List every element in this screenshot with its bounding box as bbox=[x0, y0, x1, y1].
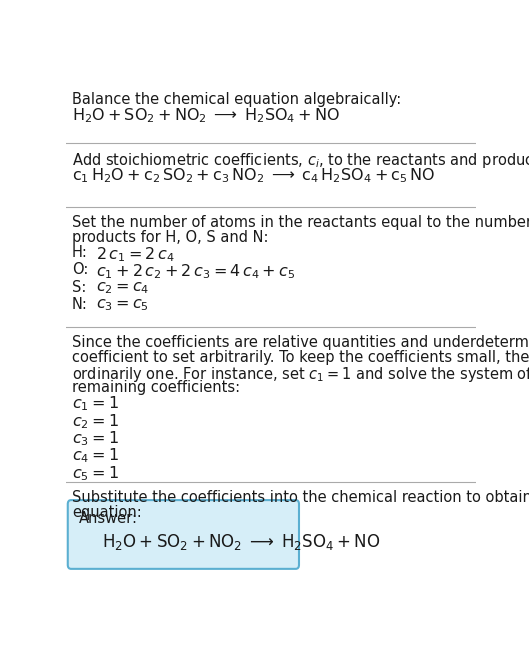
Text: $\mathsf{c_1\,H_2O + c_2\,SO_2 + c_3\,NO_2 \;\longrightarrow\; c_4\,H_2SO_4 + c_: $\mathsf{c_1\,H_2O + c_2\,SO_2 + c_3\,NO… bbox=[72, 166, 435, 185]
Text: $c_3 = 1$: $c_3 = 1$ bbox=[72, 430, 118, 448]
Text: O:: O: bbox=[72, 263, 88, 278]
Text: Balance the chemical equation algebraically:: Balance the chemical equation algebraica… bbox=[72, 92, 401, 107]
Text: Answer:: Answer: bbox=[78, 511, 138, 526]
Text: $\mathsf{H_2O + SO_2 + NO_2 \;\longrightarrow\; H_2SO_4 + NO}$: $\mathsf{H_2O + SO_2 + NO_2 \;\longright… bbox=[102, 532, 380, 552]
Text: $c_3 = c_5$: $c_3 = c_5$ bbox=[96, 298, 149, 313]
Text: S:: S: bbox=[72, 280, 86, 295]
Text: Add stoichiometric coefficients, $c_i$, to the reactants and products:: Add stoichiometric coefficients, $c_i$, … bbox=[72, 151, 529, 170]
Text: $c_2 = c_4$: $c_2 = c_4$ bbox=[96, 280, 149, 296]
Text: products for H, O, S and N:: products for H, O, S and N: bbox=[72, 230, 268, 245]
Text: remaining coefficients:: remaining coefficients: bbox=[72, 380, 240, 395]
Text: coefficient to set arbitrarily. To keep the coefficients small, the arbitrary va: coefficient to set arbitrarily. To keep … bbox=[72, 349, 529, 365]
Text: Substitute the coefficients into the chemical reaction to obtain the balanced: Substitute the coefficients into the che… bbox=[72, 490, 529, 505]
Text: $c_1 = 1$: $c_1 = 1$ bbox=[72, 395, 118, 413]
Text: $c_4 = 1$: $c_4 = 1$ bbox=[72, 447, 118, 465]
FancyBboxPatch shape bbox=[68, 500, 299, 569]
Text: $c_2 = 1$: $c_2 = 1$ bbox=[72, 412, 118, 431]
Text: Set the number of atoms in the reactants equal to the number of atoms in the: Set the number of atoms in the reactants… bbox=[72, 215, 529, 230]
Text: H:: H: bbox=[72, 245, 88, 260]
Text: Since the coefficients are relative quantities and underdetermined, choose a: Since the coefficients are relative quan… bbox=[72, 334, 529, 350]
Text: $c_5 = 1$: $c_5 = 1$ bbox=[72, 465, 118, 483]
Text: $2\,c_1 = 2\,c_4$: $2\,c_1 = 2\,c_4$ bbox=[96, 245, 175, 264]
Text: ordinarily one. For instance, set $c_1 = 1$ and solve the system of equations fo: ordinarily one. For instance, set $c_1 =… bbox=[72, 365, 529, 384]
Text: N:: N: bbox=[72, 298, 88, 313]
Text: equation:: equation: bbox=[72, 505, 142, 520]
Text: $\mathsf{H_2O + SO_2 + NO_2 \;\longrightarrow\; H_2SO_4 + NO}$: $\mathsf{H_2O + SO_2 + NO_2 \;\longright… bbox=[72, 107, 340, 126]
Text: $c_1 + 2\,c_2 + 2\,c_3 = 4\,c_4 + c_5$: $c_1 + 2\,c_2 + 2\,c_3 = 4\,c_4 + c_5$ bbox=[96, 263, 295, 281]
